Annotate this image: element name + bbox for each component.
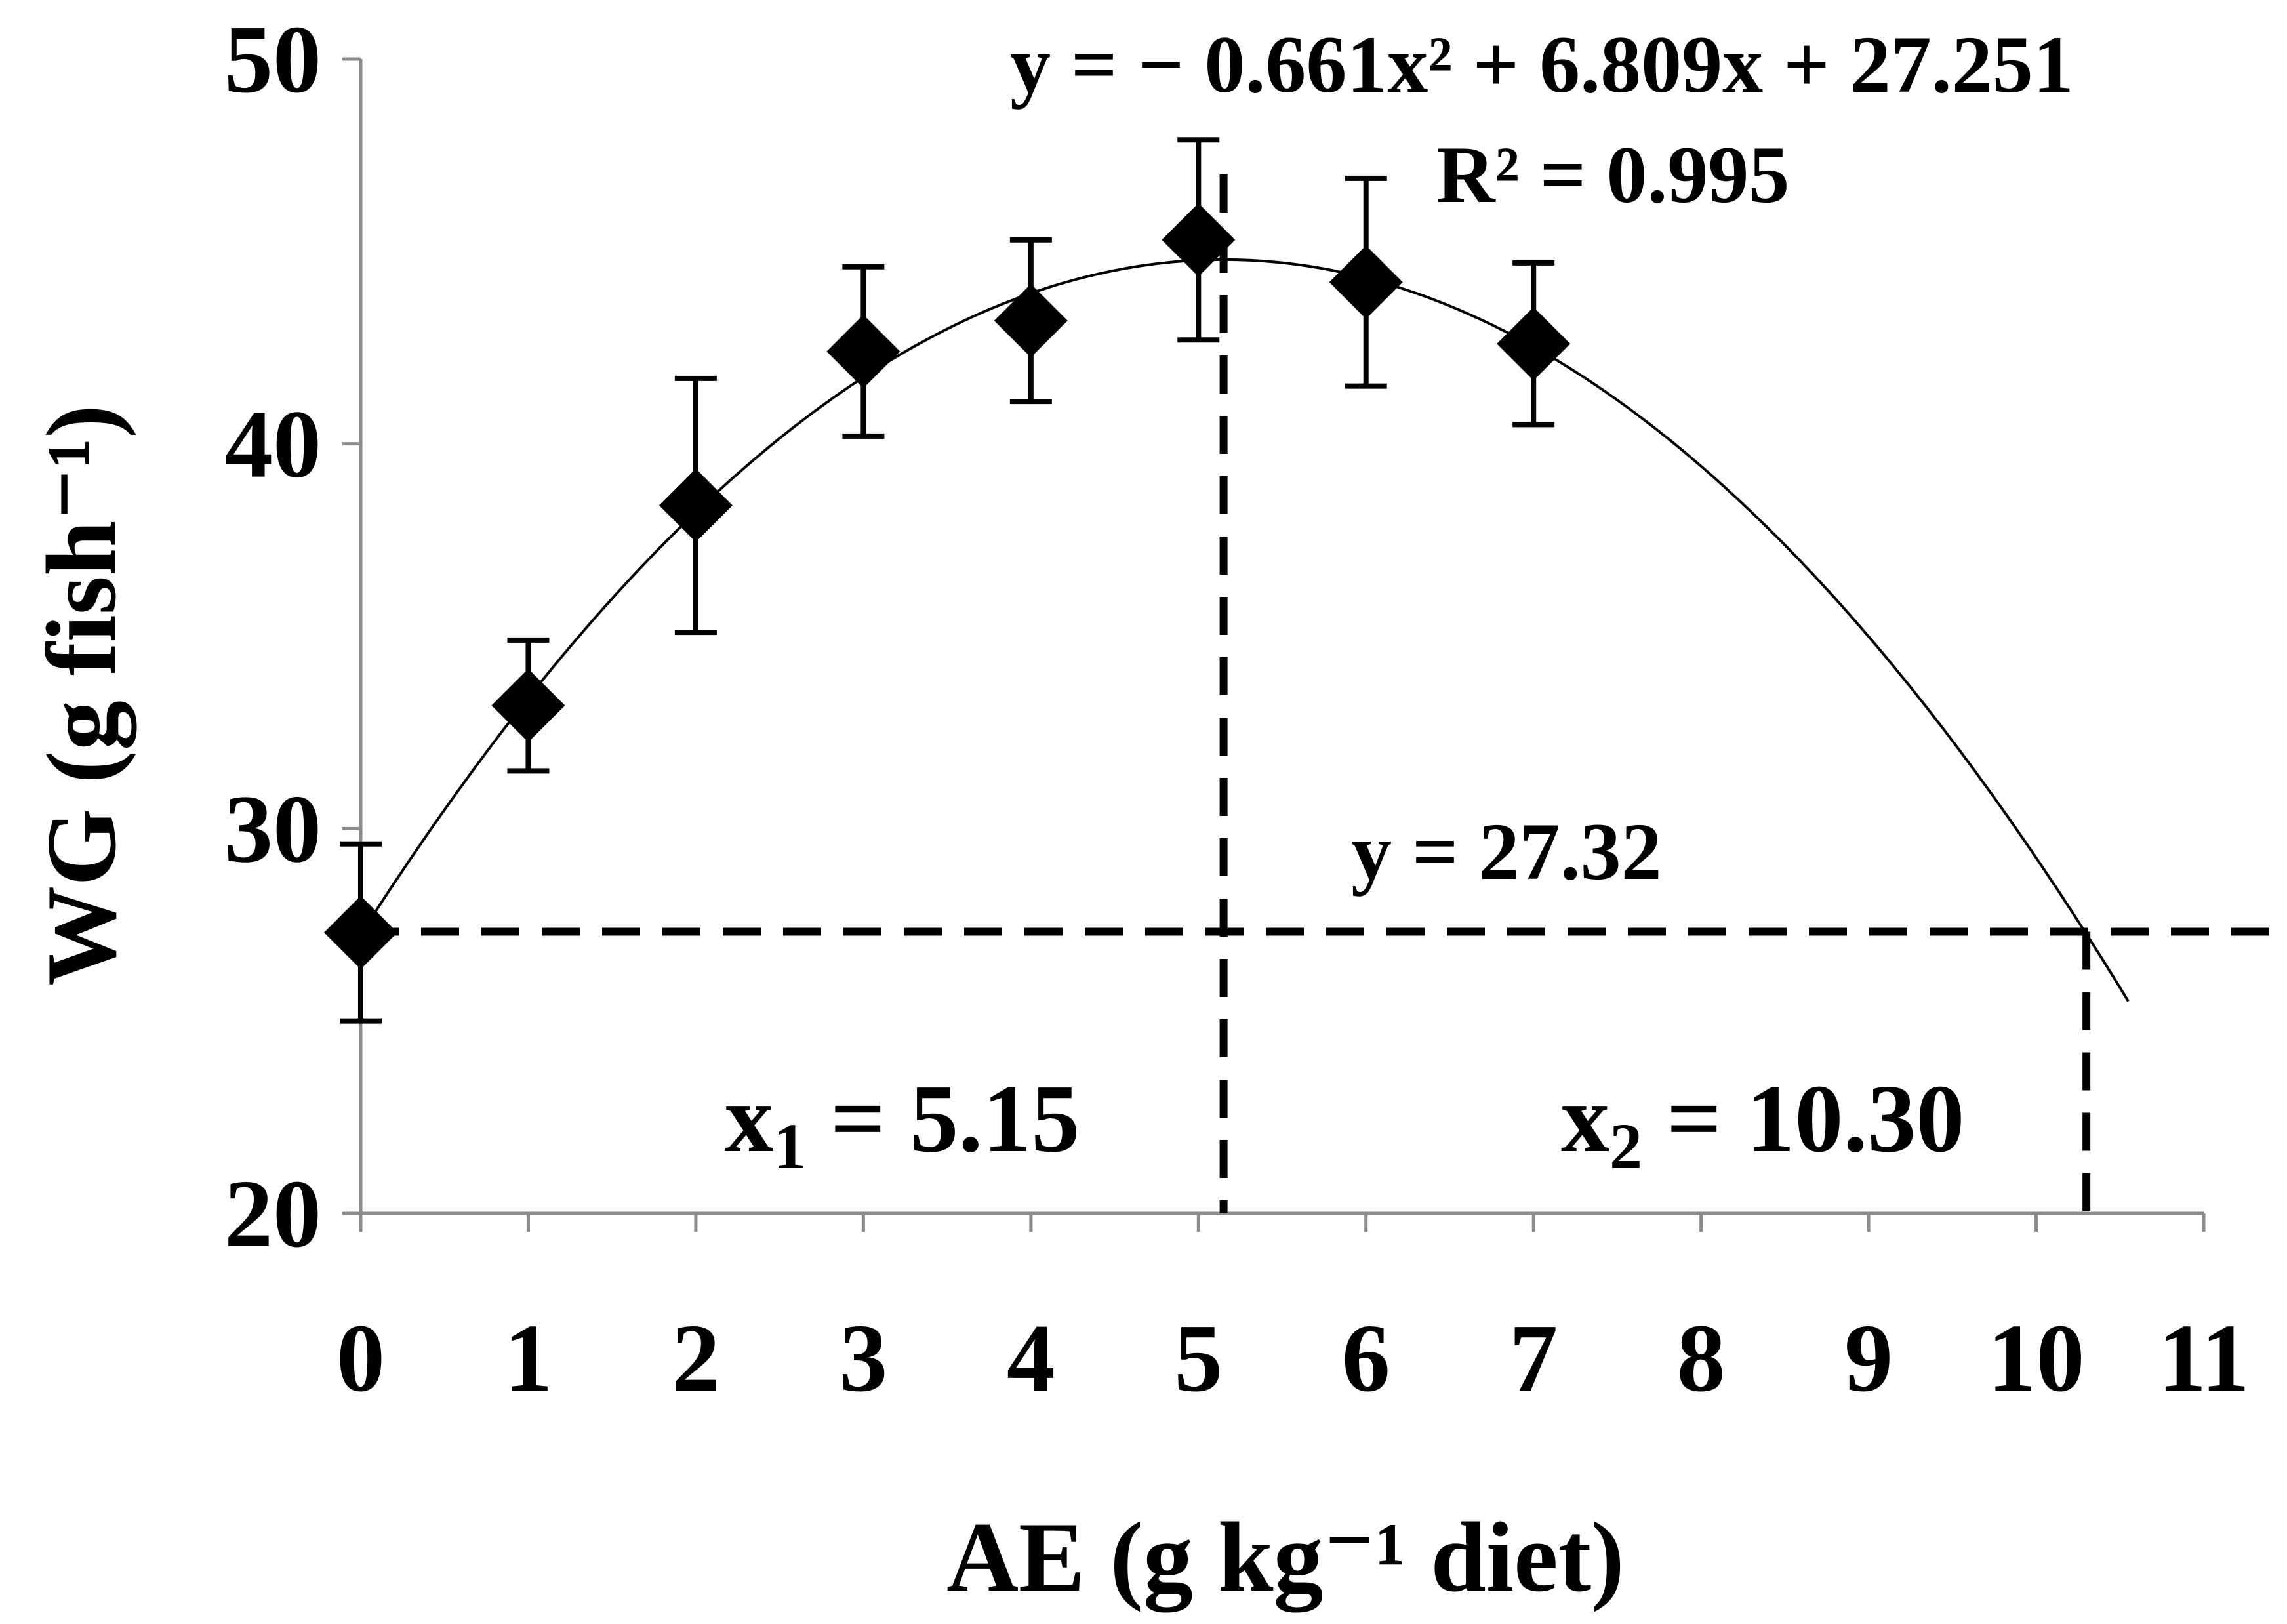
y-tick-label: 40 xyxy=(224,391,321,498)
equation-annotation: y = − 0.661x² + 6.809x + 27.251 xyxy=(1010,20,2074,110)
x-tick-label: 10 xyxy=(1988,1305,2085,1412)
x1-annotation: x1 = 5.15 xyxy=(725,1065,1080,1183)
x-tick-label: 0 xyxy=(336,1305,385,1412)
x-axis-title: AE (g kg⁻¹ diet) xyxy=(946,1502,1625,1613)
data-point-marker xyxy=(994,283,1068,357)
fit-curve xyxy=(359,258,2130,1002)
x-tick-label: 11 xyxy=(2158,1305,2250,1412)
x-tick-label: 5 xyxy=(1174,1305,1223,1412)
axes: 20 30 40 50 0 1 2 3 4 5 6 7 8 9 10 11 xyxy=(224,6,2250,1412)
x1-symbol: x xyxy=(725,1065,773,1173)
x-tick-label: 6 xyxy=(1342,1305,1390,1412)
y-tick-label: 20 xyxy=(224,1160,321,1268)
data-points xyxy=(324,137,1571,1024)
x-tick-label: 9 xyxy=(1844,1305,1893,1412)
y-reference-label: y = 27.32 xyxy=(1351,807,1662,897)
data-point-marker xyxy=(324,895,397,969)
x-tick-label: 7 xyxy=(1509,1305,1558,1412)
x2-symbol: x xyxy=(1561,1065,1609,1173)
x2-subscript: 2 xyxy=(1609,1110,1642,1183)
x-tick-label: 4 xyxy=(1007,1305,1055,1412)
x2-value: = 10.30 xyxy=(1642,1065,1964,1173)
y-axis-title: WG (g fish⁻¹) xyxy=(26,405,137,986)
data-point-marker xyxy=(491,668,565,742)
data-point-marker xyxy=(826,314,901,388)
reference-lines xyxy=(361,174,2287,1213)
data-point-marker xyxy=(1162,203,1236,277)
x-tick-label: 2 xyxy=(672,1305,720,1412)
data-point-marker xyxy=(1329,245,1403,319)
x2-annotation: x2 = 10.30 xyxy=(1561,1065,1964,1183)
x-tick-label: 1 xyxy=(504,1305,552,1412)
x1-value: = 5.15 xyxy=(806,1065,1080,1173)
fit-curve-group xyxy=(359,258,2130,1002)
r-squared-annotation: R² = 0.995 xyxy=(1436,130,1789,220)
x1-subscript: 1 xyxy=(773,1110,806,1183)
y-tick-label: 50 xyxy=(224,6,321,113)
x-tick-label: 8 xyxy=(1677,1305,1726,1412)
x-tick-label: 3 xyxy=(839,1305,887,1412)
y-tick-label: 30 xyxy=(224,775,321,883)
data-point-marker xyxy=(1497,307,1571,381)
data-point-marker xyxy=(658,468,733,542)
